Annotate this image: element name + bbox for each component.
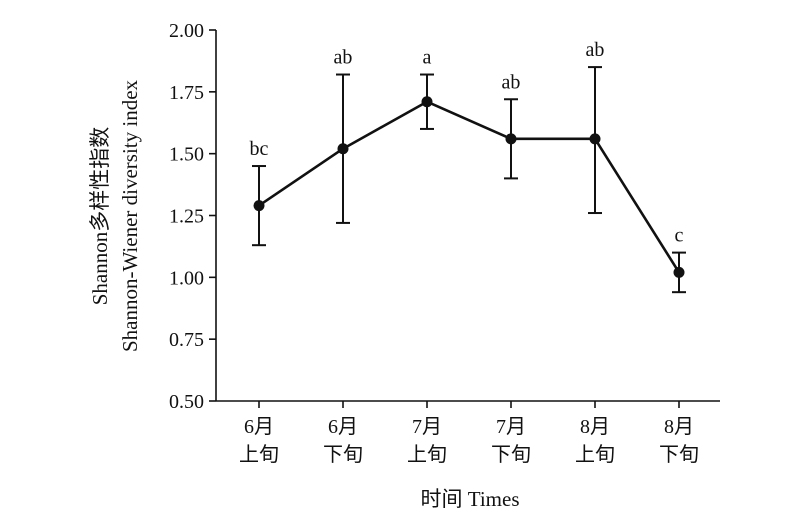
series-line <box>258 100 681 274</box>
data-point <box>505 133 517 145</box>
x-tick-label: 7月 <box>496 416 526 438</box>
data-point <box>673 266 685 278</box>
y-axis-title-line1: Shannon多样性指数 <box>88 127 112 306</box>
y-tick-label: 1.25 <box>169 206 204 228</box>
y-tick-label: 0.50 <box>169 391 204 413</box>
data-point <box>337 143 349 155</box>
x-axis-title: 时间 Times <box>420 487 519 511</box>
x-tick-label: 6月 <box>328 416 358 438</box>
significance-label: ab <box>586 39 605 61</box>
significance-label: bc <box>250 138 269 160</box>
y-tick-label: 0.75 <box>169 329 204 351</box>
data-point <box>421 96 433 108</box>
data-point <box>589 133 601 145</box>
y-tick-label: 2.00 <box>169 20 204 42</box>
significance-label: ab <box>334 47 353 69</box>
significance-label: ab <box>502 71 521 93</box>
x-tick-label: 上旬 <box>407 443 447 466</box>
x-tick-label: 下旬 <box>659 443 699 466</box>
x-tick-label: 下旬 <box>491 443 531 466</box>
significance-label: c <box>675 225 684 247</box>
x-tick-label: 8月 <box>664 416 694 438</box>
x-tick-label: 下旬 <box>323 443 363 466</box>
significance-label: a <box>423 47 432 69</box>
y-tick-label: 1.50 <box>169 144 204 166</box>
y-tick-label: 1.00 <box>169 267 204 289</box>
data-point <box>253 200 265 212</box>
x-tick-label: 上旬 <box>239 443 279 466</box>
x-tick-label: 7月 <box>412 416 442 438</box>
x-tick-label: 6月 <box>244 416 274 438</box>
x-tick-label: 上旬 <box>575 443 615 466</box>
x-tick-label: 8月 <box>580 416 610 438</box>
y-axis-title-line2: Shannon-Wiener diversity index <box>118 79 142 352</box>
y-tick-label: 1.75 <box>169 82 204 104</box>
